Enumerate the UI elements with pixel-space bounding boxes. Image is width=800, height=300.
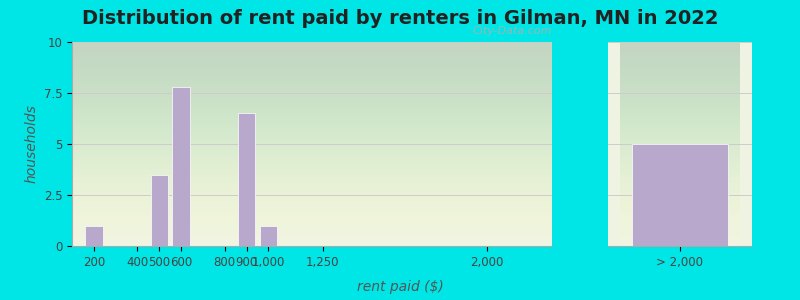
Bar: [260, 226, 277, 246]
Text: City-Data.com: City-Data.com: [473, 26, 552, 36]
Text: rent paid ($): rent paid ($): [357, 280, 443, 294]
Bar: [150, 175, 168, 246]
Bar: [238, 113, 255, 246]
Bar: [632, 144, 728, 246]
Bar: [85, 226, 102, 246]
Y-axis label: households: households: [24, 105, 38, 183]
Bar: [172, 87, 190, 246]
Text: Distribution of rent paid by renters in Gilman, MN in 2022: Distribution of rent paid by renters in …: [82, 9, 718, 28]
